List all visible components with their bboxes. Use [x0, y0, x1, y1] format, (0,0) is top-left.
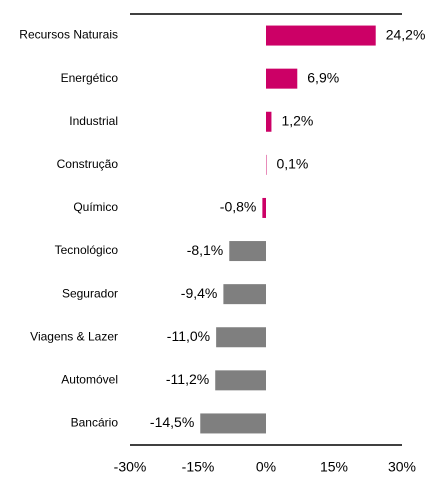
bar [262, 197, 266, 218]
x-tick-label: 0% [256, 459, 276, 475]
value-label: -11,0% [167, 328, 210, 344]
bar [200, 413, 266, 434]
value-label: -11,2% [166, 371, 209, 387]
category-label: Químico [73, 200, 118, 214]
category-label: Energético [61, 71, 119, 85]
x-tick-label: -15% [182, 459, 215, 475]
category-label: Segurador [62, 286, 118, 300]
value-label: -14,5% [150, 414, 194, 430]
x-tick-label: 15% [320, 459, 348, 475]
category-label: Recursos Naturais [19, 28, 118, 42]
category-label: Construção [57, 157, 119, 171]
bar [223, 284, 266, 305]
value-label: 1,2% [281, 112, 313, 128]
bar [215, 370, 266, 391]
bar [216, 327, 266, 348]
value-label: -8,1% [187, 242, 224, 258]
bar [266, 68, 298, 89]
category-label: Viagens & Lazer [30, 329, 118, 343]
bar [266, 25, 376, 46]
value-label: 6,9% [307, 69, 339, 85]
value-label: 24,2% [386, 26, 426, 42]
category-label: Tecnológico [55, 243, 119, 257]
x-tick-label: -30% [114, 459, 147, 475]
x-tick-label: 30% [388, 459, 416, 475]
category-label: Automóvel [61, 373, 118, 387]
value-label: -0,8% [220, 199, 257, 215]
bar [229, 241, 266, 262]
category-label: Industrial [69, 114, 118, 128]
value-label: 0,1% [276, 156, 308, 172]
value-label: -9,4% [181, 285, 218, 301]
category-label: Bancário [71, 416, 119, 430]
bar [266, 111, 272, 132]
